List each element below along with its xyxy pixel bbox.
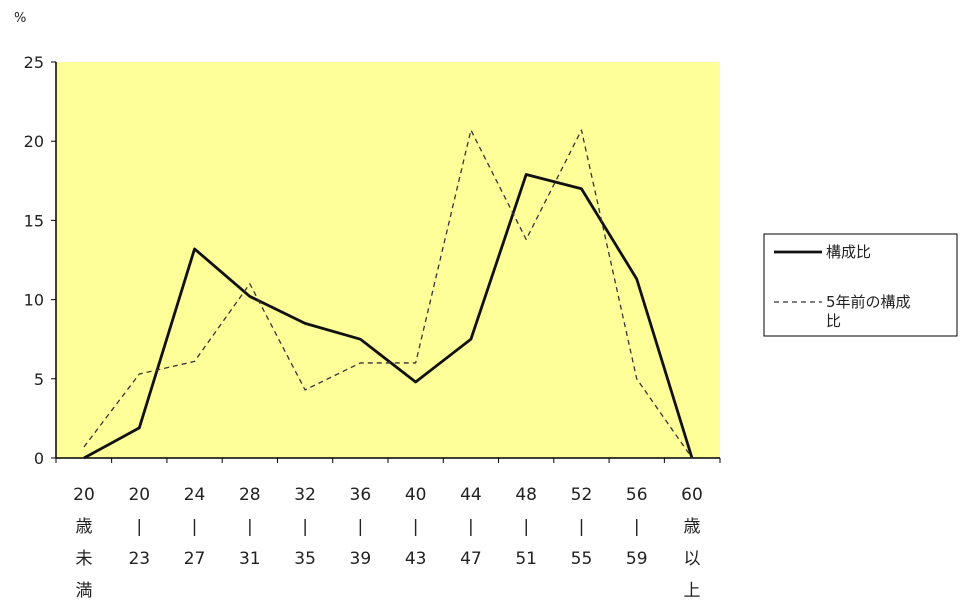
x-category-label-line: 歳 bbox=[684, 517, 701, 537]
x-category-label: 48 | 51 bbox=[515, 485, 537, 569]
legend: 構成比 5年前の構成比 bbox=[763, 233, 958, 337]
x-category-label-line: | bbox=[634, 517, 640, 537]
x-category-label-line: | bbox=[579, 517, 585, 537]
x-category-label: 32 | 35 bbox=[294, 485, 316, 569]
x-category-label-line: 36 bbox=[350, 485, 372, 505]
y-tick-label: 15 bbox=[24, 211, 44, 230]
series-line-1 bbox=[83, 173, 694, 460]
x-category-label-line: | bbox=[302, 517, 308, 537]
x-category-label: 36 | 39 bbox=[350, 485, 372, 569]
x-category-label-line: 35 bbox=[294, 549, 316, 569]
x-category-label-line: 55 bbox=[571, 549, 593, 569]
x-category-label-line: | bbox=[413, 517, 419, 537]
plot-area bbox=[56, 62, 720, 458]
x-category-label: 60 歳以上 bbox=[681, 485, 703, 601]
x-category-label-line: 48 bbox=[515, 485, 537, 505]
x-category-label-line: 32 bbox=[294, 485, 316, 505]
x-category-label-line: 20 bbox=[73, 485, 95, 505]
x-category-label: 56 | 59 bbox=[626, 485, 648, 569]
x-category-label-line: 60 bbox=[681, 485, 703, 505]
x-category-label-line: 24 bbox=[184, 485, 206, 505]
y-axis-unit-label: % bbox=[14, 11, 26, 26]
y-tick-label: 0 bbox=[34, 449, 44, 468]
x-category-label-line: 40 bbox=[405, 485, 427, 505]
x-category-label-line: 20 bbox=[128, 485, 150, 505]
y-tick-label: 10 bbox=[24, 291, 44, 310]
x-category-label-line: 23 bbox=[128, 549, 150, 569]
x-category-label-line: 39 bbox=[350, 549, 372, 569]
x-category-label-line: 以 bbox=[684, 549, 701, 569]
y-axis: 0 5 10 15 20 25 bbox=[24, 53, 57, 468]
x-category-label-line: | bbox=[523, 517, 529, 537]
x-category-label: 52 | 55 bbox=[571, 485, 593, 569]
x-axis: 20歳未満20|2324|2728|3132|3536|3940|4344|47… bbox=[55, 457, 721, 601]
x-category-label: 28 | 31 bbox=[239, 485, 261, 569]
x-category-label-line: 44 bbox=[460, 485, 482, 505]
x-category-label: 44 | 47 bbox=[460, 485, 482, 569]
x-category-label-line: | bbox=[468, 517, 474, 537]
y-tick-label: 20 bbox=[24, 132, 44, 151]
x-category-label-line: 28 bbox=[239, 485, 261, 505]
x-category-label-line: 31 bbox=[239, 549, 261, 569]
x-category-label-line: 52 bbox=[571, 485, 593, 505]
x-category-label-line: | bbox=[192, 517, 198, 537]
x-category-label: 40 | 43 bbox=[405, 485, 427, 569]
x-category-label-line: 27 bbox=[184, 549, 206, 569]
x-category-label: 20 | 23 bbox=[128, 485, 150, 569]
x-category-label: 24 | 27 bbox=[184, 485, 206, 569]
x-category-label: 20 歳未満 bbox=[73, 485, 95, 601]
series-lines bbox=[83, 129, 694, 460]
x-category-label-line: 満 bbox=[76, 581, 93, 601]
x-category-label-line: 59 bbox=[626, 549, 648, 569]
x-category-label-line: 47 bbox=[460, 549, 482, 569]
legend-label-1: 構成比 bbox=[826, 243, 871, 261]
x-category-label-line: 未 bbox=[76, 549, 93, 569]
x-category-label-line: 56 bbox=[626, 485, 648, 505]
y-tick-label: 25 bbox=[24, 53, 44, 72]
x-category-label-line: 43 bbox=[405, 549, 427, 569]
x-category-label-line: | bbox=[247, 517, 253, 537]
x-category-label-line: 上 bbox=[684, 581, 701, 601]
legend-label-2: 5年前の構成比 bbox=[826, 293, 911, 330]
x-category-label-line: | bbox=[136, 517, 142, 537]
y-tick-label: 5 bbox=[34, 370, 44, 389]
series-line-2 bbox=[83, 129, 693, 459]
x-category-label-line: 歳 bbox=[76, 517, 93, 537]
x-category-label-line: | bbox=[357, 517, 363, 537]
x-category-label-line: 51 bbox=[515, 549, 537, 569]
